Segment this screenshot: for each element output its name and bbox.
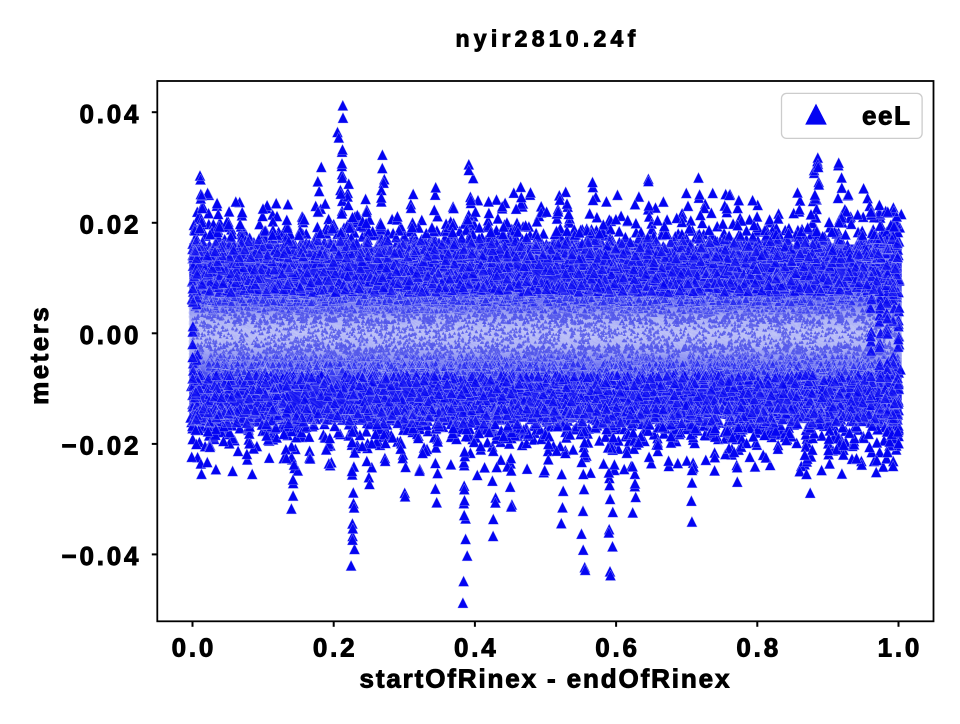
svg-text:0.8: 0.8 [736, 633, 781, 663]
svg-text:0.2: 0.2 [313, 633, 358, 663]
svg-text:0.6: 0.6 [595, 633, 640, 663]
svg-text:eeL: eeL [862, 101, 912, 131]
svg-text:0.0: 0.0 [172, 633, 217, 663]
svg-text:−0.02: −0.02 [62, 431, 142, 461]
svg-text:startOfRinex - endOfRinex: startOfRinex - endOfRinex [359, 663, 731, 693]
svg-text:−0.04: −0.04 [62, 541, 142, 571]
svg-text:0.02: 0.02 [79, 210, 141, 240]
svg-text:0.4: 0.4 [454, 633, 499, 663]
svg-text:1.0: 1.0 [878, 633, 923, 663]
svg-text:nyir2810.24f: nyir2810.24f [456, 25, 640, 51]
svg-text:0.00: 0.00 [79, 320, 141, 350]
svg-text:meters: meters [24, 305, 54, 405]
svg-text:0.04: 0.04 [79, 99, 141, 129]
